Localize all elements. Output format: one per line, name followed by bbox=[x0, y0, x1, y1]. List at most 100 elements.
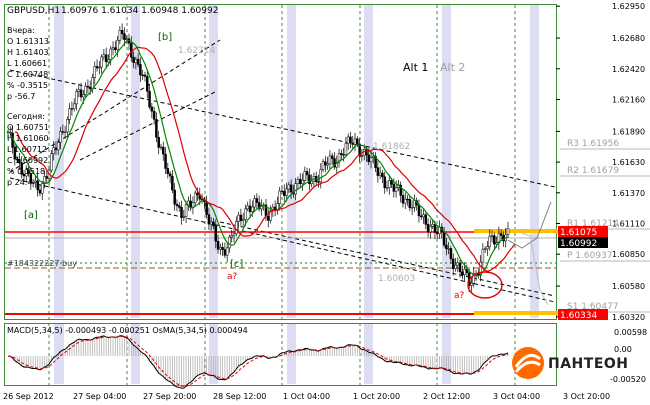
candle-body bbox=[182, 216, 186, 218]
candle-body bbox=[205, 201, 208, 215]
session-band bbox=[442, 324, 451, 384]
candle-body bbox=[367, 154, 370, 163]
candle-body bbox=[305, 171, 309, 176]
ghost-price-low: 1.60603 bbox=[378, 274, 415, 284]
macd-tick-bottom: -0.00520 bbox=[610, 375, 646, 384]
candle-body bbox=[40, 183, 44, 194]
candle-body bbox=[45, 176, 49, 179]
candle-body bbox=[308, 174, 311, 185]
candle-body bbox=[458, 262, 462, 273]
time-label: 3 Oct 04:00 bbox=[493, 392, 540, 401]
candle-body bbox=[184, 204, 188, 217]
info-line: L 1.60712 bbox=[7, 145, 47, 154]
info-yesterday-label: Вчера: bbox=[7, 26, 35, 35]
candle-body bbox=[454, 264, 457, 270]
yellow-zone-upper bbox=[474, 229, 558, 233]
candle-body bbox=[13, 147, 17, 160]
candle-body bbox=[109, 48, 112, 60]
candle-body bbox=[506, 228, 510, 236]
yellow-zone-lower bbox=[474, 311, 558, 315]
info-yesterday: Вчера: O 1.61313 H 1.61403 L 1.60661 C 1.60… bbox=[7, 26, 49, 101]
candle-body bbox=[301, 180, 304, 185]
pivot-r1-label: R1 1.61214 bbox=[567, 219, 619, 229]
candle-body bbox=[289, 184, 293, 193]
session-band bbox=[287, 5, 296, 318]
time-axis: 26 Sep 2012 27 Sep 04:00 27 Sep 20:00 28 Se… bbox=[3, 392, 610, 401]
candle-body bbox=[378, 172, 382, 176]
info-line: L 1.60661 bbox=[7, 59, 47, 68]
candle-body bbox=[209, 221, 213, 225]
candle-body bbox=[114, 47, 117, 51]
candle-body bbox=[408, 199, 412, 209]
time-label: 27 Sep 04:00 bbox=[73, 392, 126, 401]
candle-body bbox=[376, 167, 380, 176]
candle-body bbox=[75, 91, 78, 105]
candle-body bbox=[330, 155, 334, 159]
candle-body bbox=[477, 273, 480, 276]
info-line: H 1.61060 bbox=[7, 134, 49, 143]
candle-body bbox=[321, 161, 325, 170]
candle-body bbox=[125, 38, 128, 40]
candle-body bbox=[235, 221, 238, 234]
candle-body bbox=[356, 138, 359, 145]
candle-body bbox=[104, 54, 108, 63]
pivot-r3-label: R3 1.61956 bbox=[567, 139, 619, 149]
order-label: #184322227 buy bbox=[7, 259, 77, 268]
ma-green-line bbox=[7, 39, 509, 277]
price-tick-label: 1.60580 bbox=[612, 282, 645, 291]
candle-body bbox=[394, 187, 398, 192]
candle-body bbox=[228, 236, 231, 249]
candle-body bbox=[150, 106, 154, 112]
candle-body bbox=[29, 173, 33, 184]
candle-body bbox=[82, 94, 85, 98]
ohlc-readout: 1.60976 1.61034 1.60948 1.60992 bbox=[61, 6, 218, 16]
info-line: % 0.1518 bbox=[7, 167, 45, 176]
candle-body bbox=[193, 192, 197, 203]
candle-body bbox=[287, 184, 291, 190]
candle-body bbox=[433, 224, 437, 233]
info-line: p 24.4 bbox=[7, 178, 32, 187]
candle-body bbox=[442, 231, 446, 246]
candle-body bbox=[155, 119, 158, 138]
candle-body bbox=[358, 143, 361, 157]
session-band bbox=[131, 5, 140, 318]
price-tick-label: 1.61110 bbox=[612, 220, 645, 229]
candle-body bbox=[342, 154, 345, 156]
candle-body bbox=[445, 244, 448, 249]
candle-body bbox=[490, 235, 494, 237]
candle-body bbox=[388, 180, 391, 188]
candle-body bbox=[70, 108, 74, 110]
candle-body bbox=[255, 198, 259, 203]
candle-body bbox=[111, 47, 115, 50]
candle-body bbox=[248, 205, 252, 212]
candle-body bbox=[68, 108, 71, 120]
candle-body bbox=[237, 214, 240, 222]
wave-label-a: [a] bbox=[24, 210, 38, 221]
candle-body bbox=[230, 235, 233, 238]
candle-body bbox=[278, 190, 281, 204]
panteon-logo bbox=[512, 347, 544, 379]
pivot-s1-label: S1 1.60477 bbox=[567, 302, 619, 312]
time-label: 1 Oct 20:00 bbox=[353, 392, 400, 401]
candle-body bbox=[232, 233, 236, 236]
candle-body bbox=[285, 188, 288, 196]
macd-signal-line bbox=[8, 335, 509, 388]
candle-body bbox=[298, 178, 302, 185]
candle-body bbox=[419, 215, 423, 218]
price-tick-label: 1.61630 bbox=[612, 158, 645, 167]
candle-body bbox=[239, 214, 243, 221]
candle-body bbox=[146, 76, 149, 92]
macd-histogram bbox=[9, 335, 509, 389]
price-axis: 1.62950 1.62680 1.62420 1.62160 1.61890 1.616… bbox=[556, 2, 645, 322]
candle-body bbox=[456, 262, 460, 266]
alt2-label: Alt 2 bbox=[440, 61, 466, 74]
candle-body bbox=[148, 91, 151, 108]
candle-body bbox=[168, 173, 172, 177]
wave-label-a-question-2: a? bbox=[454, 291, 465, 301]
candle-body bbox=[406, 198, 409, 201]
candle-body bbox=[499, 233, 503, 236]
candle-body bbox=[72, 103, 76, 109]
candle-body bbox=[346, 136, 350, 144]
candle-body bbox=[177, 205, 181, 208]
